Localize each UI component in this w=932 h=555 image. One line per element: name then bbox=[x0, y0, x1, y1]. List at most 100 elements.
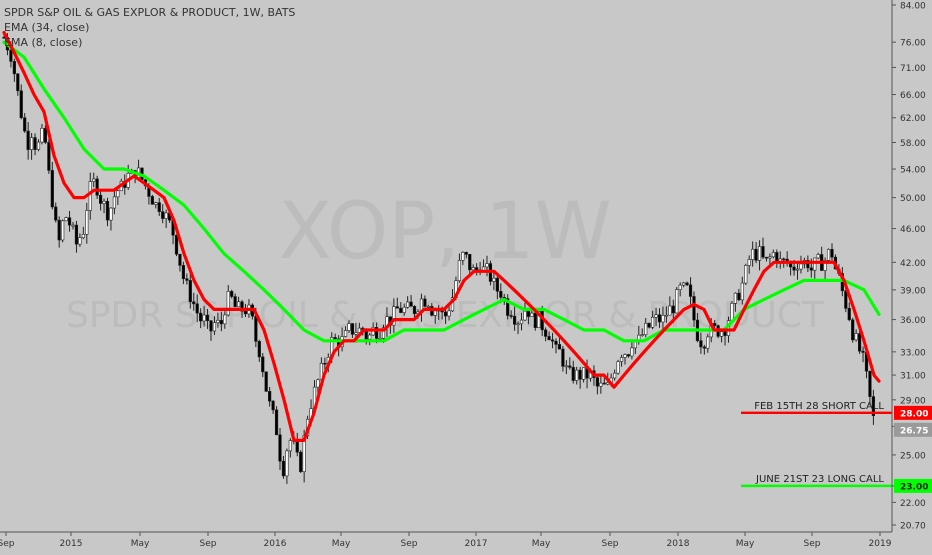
candle-body bbox=[775, 252, 779, 262]
candle-body bbox=[64, 217, 68, 222]
candle-body bbox=[661, 315, 665, 323]
candle-body bbox=[81, 233, 85, 239]
candle-body bbox=[506, 298, 510, 316]
candle-body bbox=[692, 296, 696, 321]
ema34-line bbox=[2, 40, 881, 343]
candle-body bbox=[285, 450, 289, 477]
candle-body bbox=[105, 200, 110, 221]
candle-body bbox=[713, 323, 717, 326]
price-tick-label: 66.00 bbox=[900, 91, 926, 101]
candle-body bbox=[102, 200, 106, 204]
candle-body bbox=[323, 362, 327, 365]
candle-body bbox=[616, 361, 620, 374]
candle-body bbox=[392, 306, 396, 326]
time-tick-label: Sep bbox=[401, 539, 418, 549]
candle-body bbox=[378, 337, 382, 340]
candle-body bbox=[782, 258, 786, 261]
candle-body bbox=[426, 306, 430, 308]
candle-body bbox=[43, 127, 47, 143]
time-tick-label: 2019 bbox=[869, 539, 892, 549]
candle-body bbox=[233, 296, 237, 308]
candle-body bbox=[744, 265, 748, 284]
candle-body bbox=[61, 220, 65, 241]
price-tag bbox=[894, 422, 932, 437]
indicator-ema34-label[interactable]: EMA (34, close) bbox=[4, 21, 90, 34]
candle-body bbox=[657, 314, 662, 323]
candle-body bbox=[271, 400, 275, 411]
candle-body bbox=[243, 310, 248, 315]
candle-body bbox=[85, 210, 89, 235]
candle-body bbox=[619, 357, 624, 362]
candle-body bbox=[40, 127, 44, 143]
price-tag-label: 26.75 bbox=[900, 426, 928, 436]
candle-body bbox=[316, 379, 320, 388]
candle-body bbox=[719, 331, 724, 337]
candle-body bbox=[278, 434, 282, 462]
indicator-ema8-label[interactable]: EMA (8, close) bbox=[4, 36, 83, 49]
candle-body bbox=[36, 141, 41, 150]
price-tick-label: 39.00 bbox=[900, 286, 926, 296]
candle-body bbox=[761, 246, 765, 258]
candle-body bbox=[219, 320, 223, 325]
candle-body bbox=[851, 319, 855, 341]
candle-body bbox=[799, 263, 803, 270]
candle-body bbox=[530, 312, 534, 317]
price-axis-bg bbox=[892, 0, 932, 550]
candle-body bbox=[178, 253, 182, 266]
candle-body bbox=[157, 202, 161, 212]
price-axis[interactable]: 84.00 76.00 71.00 66.00 62.00 58.00 54.00 50.00… bbox=[891, 0, 932, 550]
price-tick-label: 84.00 bbox=[900, 2, 926, 12]
candle-body bbox=[568, 365, 572, 368]
candle-body bbox=[281, 460, 286, 477]
candle-body bbox=[409, 301, 413, 307]
candle-body bbox=[268, 391, 272, 402]
candle-body bbox=[747, 259, 751, 266]
candle-body bbox=[295, 440, 299, 453]
candle-body bbox=[261, 356, 265, 373]
candle-body bbox=[343, 330, 348, 337]
candle-body bbox=[547, 336, 551, 341]
candle-body bbox=[847, 308, 851, 321]
candle-body bbox=[626, 354, 631, 357]
candle-body bbox=[475, 267, 479, 271]
candle-body bbox=[226, 291, 230, 316]
candle-body bbox=[813, 257, 817, 271]
time-tick-label: Sep bbox=[804, 539, 821, 549]
candle-body bbox=[357, 327, 361, 333]
price-tick-label: 54.00 bbox=[900, 166, 926, 176]
candle-body bbox=[299, 451, 303, 472]
candle-body bbox=[29, 137, 34, 150]
time-axis[interactable]: Sep 2015 May Sep 2016 May Sep 2017 May Sep 2018 May… bbox=[0, 531, 932, 550]
candle-body bbox=[19, 90, 23, 119]
candle-body bbox=[795, 268, 800, 271]
candle-body bbox=[550, 339, 555, 342]
candle-body bbox=[223, 314, 227, 325]
candle-body bbox=[830, 249, 834, 258]
candle-body bbox=[188, 280, 192, 303]
candle-body bbox=[537, 311, 541, 328]
candle-body bbox=[33, 137, 37, 150]
time-tick-label: 2017 bbox=[465, 539, 488, 549]
candle-body bbox=[54, 206, 58, 221]
candle-body bbox=[216, 320, 220, 323]
candle-body bbox=[461, 251, 465, 261]
candle-body bbox=[699, 340, 703, 348]
candle-body bbox=[26, 130, 30, 150]
candle-body bbox=[181, 265, 186, 279]
candle-body bbox=[575, 369, 579, 381]
candle-body bbox=[92, 178, 96, 182]
candle-body bbox=[654, 314, 658, 318]
candle-body bbox=[571, 367, 575, 381]
price-tag-label: 28.00 bbox=[900, 409, 928, 419]
candle-body bbox=[274, 409, 279, 436]
candle-body bbox=[647, 322, 651, 328]
candle-body bbox=[47, 142, 51, 171]
candle-body bbox=[564, 365, 568, 368]
candle-body bbox=[254, 315, 258, 342]
candle-body bbox=[109, 207, 113, 221]
candle-body bbox=[395, 306, 399, 309]
candle-body bbox=[523, 310, 527, 321]
candle-body bbox=[544, 329, 548, 337]
